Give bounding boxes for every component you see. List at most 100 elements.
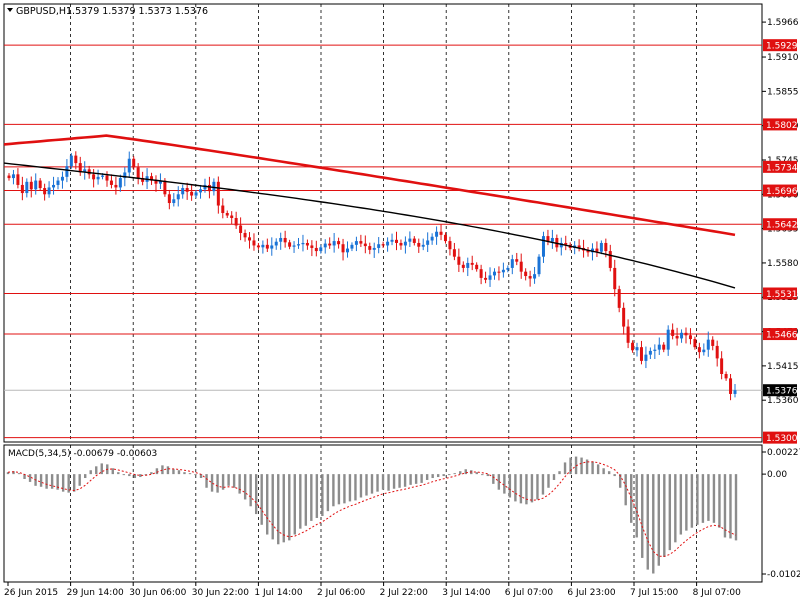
macd-tick-label: -0.01025 bbox=[767, 570, 800, 580]
candle-body bbox=[595, 248, 599, 252]
candle-body bbox=[11, 174, 15, 179]
triangle-down-icon[interactable] bbox=[7, 8, 13, 12]
macd-bar bbox=[403, 474, 407, 487]
macd-bar bbox=[299, 474, 302, 529]
macd-bar bbox=[95, 466, 98, 475]
candle-body bbox=[475, 264, 479, 270]
candle-body bbox=[47, 187, 51, 195]
candle-body bbox=[83, 169, 87, 173]
candle-body bbox=[412, 238, 416, 243]
candle-body bbox=[488, 275, 492, 280]
macd-bar bbox=[50, 474, 54, 489]
candle-body bbox=[261, 244, 265, 248]
candle-body bbox=[733, 390, 737, 394]
macd-bar bbox=[492, 474, 495, 484]
candle-body bbox=[617, 289, 621, 308]
macd-bar bbox=[271, 474, 274, 540]
candle-body bbox=[680, 332, 684, 339]
level-price-tag bbox=[763, 118, 797, 131]
macd-bar bbox=[646, 474, 649, 570]
macd-bar bbox=[431, 474, 434, 479]
level-price-label: 1.5531 bbox=[766, 290, 798, 300]
candle-body bbox=[7, 175, 11, 179]
macd-bar bbox=[150, 472, 153, 475]
candle-body bbox=[399, 242, 403, 246]
candle-body bbox=[265, 244, 269, 249]
macd-bar bbox=[387, 474, 390, 491]
macd-bar bbox=[508, 474, 512, 498]
macd-bar bbox=[585, 459, 589, 475]
price-axis: 1.59661.59101.58551.58001.57451.56901.56… bbox=[762, 18, 799, 444]
macd-bar bbox=[67, 474, 70, 493]
macd-histogram: 0.00227 0.00 -0.01025 bbox=[6, 448, 800, 580]
candle-body bbox=[199, 189, 203, 193]
macd-bar bbox=[652, 474, 655, 574]
level-price-label: 1.5734 bbox=[766, 163, 798, 173]
macd-title: MACD(5,34,5) -0.00679 -0.00603 bbox=[8, 449, 157, 459]
macd-bar bbox=[194, 474, 197, 476]
candle-body bbox=[439, 231, 443, 235]
macd-bar bbox=[569, 457, 572, 475]
macd-bar bbox=[221, 474, 225, 490]
macd-bar bbox=[630, 474, 633, 523]
candle-body bbox=[123, 172, 127, 179]
macd-bar bbox=[139, 474, 142, 478]
macd-bar bbox=[28, 474, 32, 482]
candle-body bbox=[435, 231, 439, 237]
candle-body bbox=[550, 237, 554, 242]
candle-body bbox=[212, 181, 216, 192]
time-label: 29 Jun 14:00 bbox=[67, 588, 124, 598]
macd-bar bbox=[409, 474, 412, 485]
time-label: 7 Jul 15:00 bbox=[630, 588, 679, 598]
macd-bar bbox=[172, 469, 175, 475]
candle-body bbox=[715, 345, 719, 359]
macd-bar bbox=[635, 474, 638, 538]
level-price-label: 1.5300 bbox=[766, 434, 798, 444]
macd-bar bbox=[376, 474, 379, 492]
macd-bar bbox=[436, 474, 440, 478]
macd-bar bbox=[321, 474, 324, 517]
macd-bar bbox=[111, 468, 114, 475]
candle-body bbox=[256, 245, 260, 248]
macd-bar bbox=[718, 474, 721, 528]
macd-bar bbox=[420, 474, 423, 483]
candle-body bbox=[230, 215, 234, 219]
candle-body bbox=[421, 244, 425, 247]
macd-bar bbox=[39, 474, 43, 487]
macd-bar bbox=[100, 463, 103, 475]
macd-bar bbox=[414, 474, 418, 484]
macd-bar bbox=[45, 474, 48, 489]
candle-body bbox=[430, 236, 434, 241]
macd-bar bbox=[602, 468, 605, 475]
macd-bar bbox=[668, 474, 672, 551]
candle-body bbox=[497, 271, 501, 273]
candle-body bbox=[644, 354, 648, 361]
candle-body bbox=[506, 267, 510, 270]
candle-body bbox=[515, 259, 519, 262]
time-label: 30 Jun 22:00 bbox=[192, 588, 249, 598]
macd-bar bbox=[497, 474, 501, 490]
macd-bar bbox=[679, 474, 683, 535]
macd-bar bbox=[243, 474, 247, 500]
level-price-tag bbox=[763, 328, 797, 341]
candle-body bbox=[403, 241, 407, 246]
macd-bar bbox=[381, 474, 385, 490]
macd-bar bbox=[315, 474, 319, 518]
candle-body bbox=[158, 180, 162, 184]
candle-body bbox=[443, 234, 447, 242]
candle-body bbox=[448, 241, 452, 250]
macd-bar bbox=[199, 474, 203, 479]
candle-body bbox=[346, 248, 350, 253]
macd-bar bbox=[277, 474, 280, 545]
macd-tick-label: 0.00 bbox=[767, 470, 787, 480]
time-label: 26 Jun 2015 bbox=[4, 588, 58, 598]
candle-body bbox=[546, 236, 550, 242]
candle-body bbox=[408, 238, 412, 242]
macd-bar bbox=[155, 468, 159, 475]
candle-body bbox=[87, 169, 91, 175]
candle-body bbox=[697, 347, 701, 353]
candle-body bbox=[466, 262, 470, 268]
macd-bar bbox=[210, 474, 214, 492]
macd-bar bbox=[188, 473, 192, 475]
